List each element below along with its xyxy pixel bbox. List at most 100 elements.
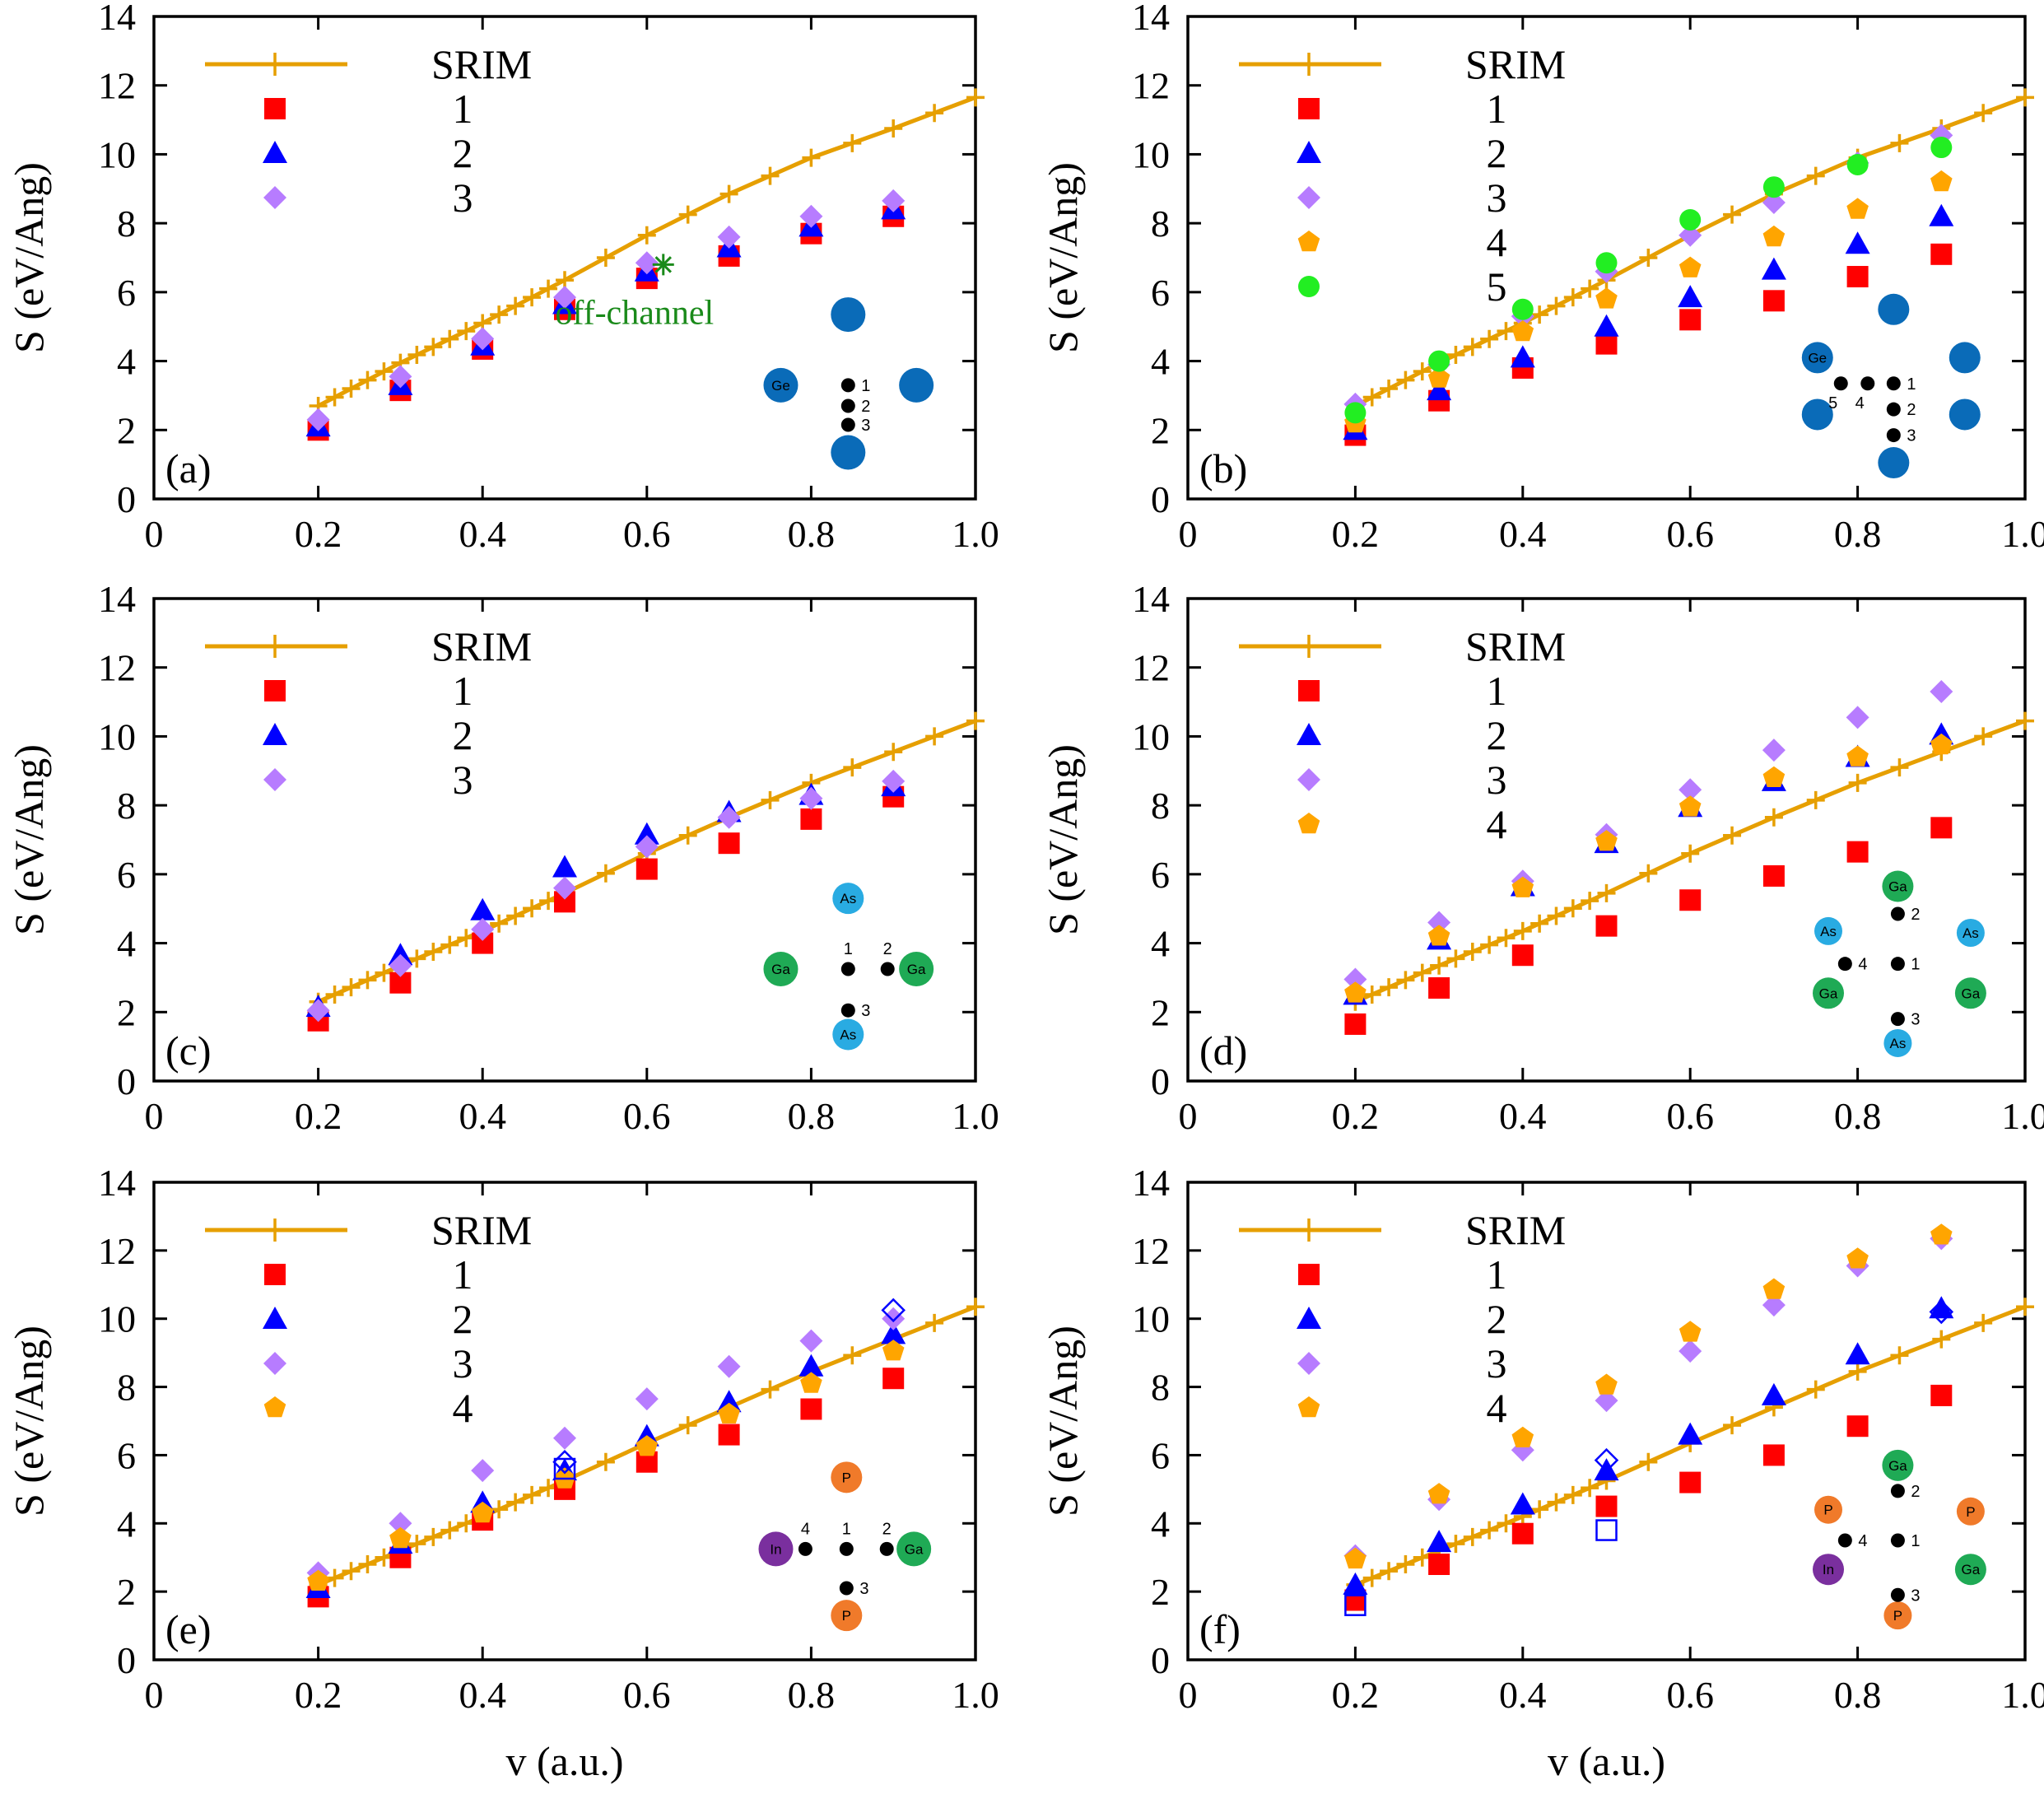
series-2 (1343, 1296, 1954, 1595)
srim-point (1547, 296, 1566, 315)
lattice-inset: Ge 1 23 (763, 297, 934, 470)
srim-point (1396, 370, 1415, 389)
x-axis-label: v (a.u.) (1548, 1738, 1665, 1784)
atom-p (1956, 1497, 1985, 1526)
x-axis-label: v (a.u.) (506, 1738, 624, 1784)
atom-label: Ga (771, 962, 790, 977)
site-label: 5 (1828, 394, 1837, 412)
data-point-3 (553, 876, 576, 900)
srim-point (1806, 790, 1825, 809)
data-point-3 (1679, 778, 1702, 802)
y-tick-label: 10 (1132, 133, 1170, 175)
channel-site (1890, 1587, 1905, 1602)
data-point-4 (1762, 766, 1786, 787)
data-point-2 (1594, 314, 1619, 337)
y-tick-label: 4 (1151, 1503, 1170, 1545)
y-tick-label: 8 (117, 203, 136, 245)
srim-point (1723, 1416, 1742, 1435)
y-tick-label: 12 (1132, 1230, 1170, 1272)
legend-srim-marker (1297, 53, 1320, 76)
atom-p (1883, 1601, 1912, 1630)
srim-point (1597, 883, 1616, 902)
panel-label: (c) (165, 1027, 212, 1074)
atom-label: P (842, 1470, 851, 1485)
series-1 (1344, 243, 1953, 446)
srim-point (325, 985, 344, 1004)
lattice-inset: P In Ga P 1 2 3 4 (758, 1461, 932, 1632)
data-point-1 (1846, 266, 1869, 288)
data-point-2 (388, 943, 413, 966)
plot-frame (152, 15, 977, 501)
srim-point (1547, 906, 1566, 925)
x-tick-label: 0.2 (295, 1674, 342, 1716)
site-label: 4 (1858, 1532, 1867, 1550)
data-point-3 (635, 1387, 659, 1411)
y-tick-label: 12 (1132, 647, 1170, 689)
legend-marker-3 (263, 768, 286, 791)
srim-point (925, 104, 944, 123)
atom-label: As (1820, 924, 1837, 939)
srim-point (440, 935, 459, 954)
data-point-5 (1930, 137, 1953, 159)
data-point-4 (1930, 1223, 1953, 1245)
plot-frame (152, 1181, 977, 1661)
data-point-1 (636, 858, 658, 880)
data-point-4 (1762, 1278, 1786, 1299)
channel-site (880, 962, 895, 976)
series-3 (306, 769, 906, 1023)
srim-point (440, 1521, 459, 1540)
data-point-4 (1427, 366, 1450, 388)
x-tick-label: 0.2 (295, 513, 342, 555)
data-point-2 (1343, 1572, 1368, 1595)
data-point-4 (1427, 925, 1450, 946)
srim-point (761, 166, 780, 185)
x-tick-label: 0.4 (459, 1095, 506, 1137)
atom-label: P (842, 1608, 851, 1624)
srim-point (1581, 1479, 1599, 1498)
x-tick-label: 0.4 (1499, 1095, 1547, 1137)
legend-label-srim: SRIM (1465, 1207, 1566, 1253)
atom-ge (1878, 293, 1910, 325)
srim-point (1681, 844, 1700, 863)
srim-point (1497, 1514, 1516, 1533)
site-label: 2 (1907, 401, 1916, 419)
atom-p (831, 1600, 863, 1632)
legend-marker-2 (1297, 1307, 1321, 1329)
atom-label: Ga (907, 962, 926, 977)
atom-label: Ga (1962, 1562, 1981, 1577)
data-point-3 (635, 835, 659, 859)
srim-point (1547, 1493, 1566, 1512)
atom-ga (896, 1531, 932, 1567)
srim-point (719, 184, 738, 203)
data-point-1 (1930, 1384, 1953, 1406)
data-point-2 (1427, 1530, 1452, 1553)
site-label: 2 (883, 940, 892, 958)
srim-point (523, 1485, 542, 1504)
atom-ga (1813, 977, 1845, 1009)
data-point-3 (471, 917, 495, 941)
atom-ga (1882, 1449, 1914, 1481)
srim-point (966, 711, 985, 730)
atom-label: As (840, 891, 856, 906)
srim-point (325, 388, 344, 407)
srim-point (1723, 826, 1742, 845)
y-tick-label: 6 (117, 854, 136, 896)
legend-srim-marker (1297, 635, 1320, 658)
channel-site (1837, 957, 1852, 972)
site-label: 4 (1858, 956, 1867, 974)
data-point-4 (1344, 981, 1367, 1003)
srim-point (342, 1562, 361, 1581)
panel-label: (d) (1199, 1027, 1247, 1074)
off-channel-label: off-channel (555, 294, 714, 332)
atom-label: As (1889, 1036, 1906, 1051)
y-tick-label: 2 (1151, 409, 1170, 451)
srim-point (884, 119, 903, 138)
srim-point (342, 978, 361, 997)
srim-point (843, 133, 862, 152)
x-tick-label: 0.6 (1666, 1674, 1714, 1716)
data-point-3 (389, 1512, 412, 1535)
